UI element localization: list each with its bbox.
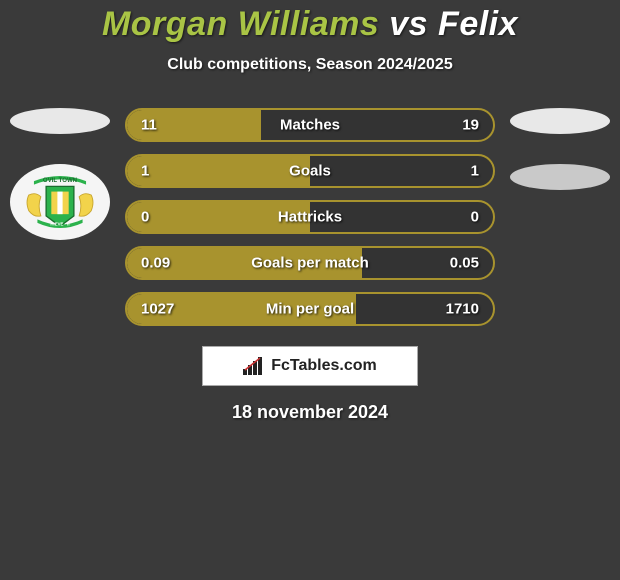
stat-label: Min per goal (266, 301, 354, 318)
stat-left-value: 0 (141, 209, 149, 226)
comparison-infographic: Morgan Williams vs Felix Club competitio… (0, 0, 620, 423)
player2-name: Felix (438, 5, 518, 43)
player2-photo-placeholder (510, 108, 610, 134)
stat-right-value: 0.05 (450, 255, 479, 272)
left-column: OVIL TOWN HIEVE ⋅ II (0, 108, 120, 240)
stat-label: Hattricks (278, 209, 342, 226)
stat-label: Matches (280, 117, 340, 134)
right-column (500, 108, 620, 190)
stat-row: 1027 Min per goal 1710 (125, 292, 495, 326)
stat-left-value: 11 (141, 117, 157, 134)
stat-row: 1 Goals 1 (125, 154, 495, 188)
stat-row: 0.09 Goals per match 0.05 (125, 246, 495, 280)
stat-label: Goals per match (251, 255, 369, 272)
stat-row: 11 Matches 19 (125, 108, 495, 142)
stat-left-value: 0.09 (141, 255, 170, 272)
subtitle: Club competitions, Season 2024/2025 (0, 56, 620, 74)
stat-right-value: 1 (471, 163, 479, 180)
badge-top-text: OVIL TOWN (43, 178, 77, 184)
date: 18 november 2024 (232, 402, 388, 423)
player2-club-placeholder (510, 164, 610, 190)
player1-photo-placeholder (10, 108, 110, 134)
content: OVIL TOWN HIEVE ⋅ II 11Matches191Goals10… (0, 108, 620, 326)
stat-right-value: 1710 (446, 301, 479, 318)
player1-name: Morgan Williams (102, 5, 379, 43)
stat-right-value: 0 (471, 209, 479, 226)
site-logo-text: FcTables.com (271, 357, 377, 375)
site-logo: FcTables.com (202, 346, 418, 386)
stat-row-leftfill (127, 156, 310, 186)
stat-left-value: 1 (141, 163, 149, 180)
page-title: Morgan Williams vs Felix (0, 5, 620, 44)
club-badge-icon: OVIL TOWN HIEVE ⋅ II (16, 169, 104, 235)
footer: FcTables.com 18 november 2024 (0, 346, 620, 423)
stat-left-value: 1027 (141, 301, 174, 318)
player1-club-badge: OVIL TOWN HIEVE ⋅ II (10, 164, 110, 240)
stat-bars: 11 Matches 19 1 Goals 1 0 Hattricks 0 0.09 Goals p… (125, 108, 495, 326)
title-vs: vs (389, 5, 428, 43)
stat-label: Goals (289, 163, 331, 180)
stat-row: 0 Hattricks 0 (125, 200, 495, 234)
stat-right-value: 19 (462, 117, 479, 134)
bars-icon (243, 357, 265, 375)
svg-text:HIEVE ⋅ II: HIEVE ⋅ II (50, 221, 69, 226)
